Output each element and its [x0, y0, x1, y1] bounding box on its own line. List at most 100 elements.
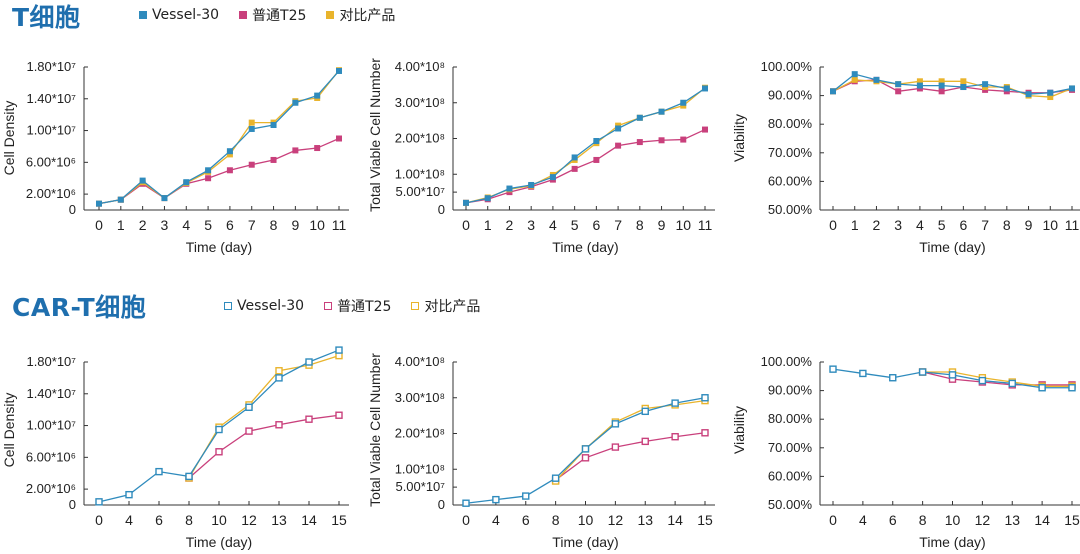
data-point	[873, 76, 880, 83]
data-point	[275, 374, 283, 382]
x-tick-label: 10	[675, 217, 691, 233]
y-tick-label: 1.40*10⁷	[26, 386, 76, 401]
data-point	[978, 376, 987, 385]
data-point	[611, 420, 620, 428]
data-point	[581, 454, 590, 462]
data-point	[185, 472, 193, 481]
data-point	[938, 82, 945, 89]
x-tick-label: 6	[889, 512, 897, 528]
data-point	[1008, 379, 1016, 388]
data-point	[636, 139, 643, 146]
data-point	[305, 415, 313, 423]
x-tick-label: 2	[873, 217, 881, 233]
x-tick-label: 10	[211, 512, 227, 528]
data-point	[671, 399, 679, 407]
y-tick-label: 100.00%	[761, 59, 813, 74]
legend-swatch	[324, 302, 333, 310]
series-line-1	[922, 371, 1072, 386]
data-point	[948, 371, 957, 379]
x-tick-label: 12	[975, 512, 991, 528]
data-point	[851, 76, 858, 83]
y-tick-label: 60.00%	[768, 468, 813, 483]
legend-label: 普通T25	[252, 8, 307, 24]
y-tick-label: 0	[438, 497, 445, 512]
data-point	[593, 138, 600, 145]
y-axis-label: Cell Density	[1, 393, 17, 468]
section-title-car-t-cell: CAR-T细胞	[12, 293, 147, 322]
x-tick-label: 2	[139, 217, 147, 233]
y-tick-label: 80.00%	[768, 116, 813, 131]
data-point	[462, 499, 470, 507]
data-point	[702, 85, 708, 92]
data-point	[270, 156, 277, 163]
data-point	[292, 147, 299, 154]
section-title-t-cell: T细胞	[12, 3, 81, 32]
data-point	[484, 195, 491, 202]
series-line-1	[188, 414, 340, 479]
data-point	[680, 136, 687, 143]
data-point	[658, 137, 665, 144]
data-point	[611, 443, 620, 451]
y-tick-label: 4.00*10⁸	[395, 59, 445, 74]
x-tick-label: 9	[1025, 217, 1033, 233]
y-tick-label: 1.80*10⁷	[26, 354, 76, 369]
y-tick-label: 70.00%	[768, 145, 813, 160]
data-point	[918, 368, 927, 376]
data-point	[641, 407, 649, 416]
x-tick-label: 8	[1003, 217, 1011, 233]
series-line-1	[832, 79, 1073, 94]
data-point	[916, 78, 923, 85]
x-tick-label: 0	[462, 512, 470, 528]
data-point	[551, 474, 560, 482]
x-tick-label: 13	[637, 512, 653, 528]
x-tick-label: 9	[658, 217, 666, 233]
data-point	[275, 367, 283, 375]
data-point	[1069, 85, 1075, 92]
y-tick-label: 0	[438, 202, 445, 217]
x-tick-label: 1	[117, 217, 125, 233]
data-point	[314, 92, 321, 99]
x-tick-label: 5	[571, 217, 579, 233]
data-point	[245, 427, 253, 435]
y-tick-label: 2.00*10⁸	[395, 131, 445, 146]
legend-swatch	[326, 11, 335, 19]
x-tick-label: 4	[916, 217, 924, 233]
y-tick-label: 1.00*10⁷	[26, 123, 76, 138]
data-point	[292, 99, 299, 106]
x-tick-label: 12	[241, 512, 257, 528]
data-point	[859, 369, 867, 378]
x-tick-label: 11	[698, 217, 713, 233]
x-tick-label: 3	[161, 217, 169, 233]
data-point	[982, 81, 989, 88]
legend-label: Vessel-30	[152, 7, 220, 23]
data-point	[895, 88, 902, 95]
data-point	[155, 467, 163, 476]
data-point	[226, 148, 233, 155]
data-point	[125, 490, 133, 499]
x-tick-label: 1	[851, 217, 859, 233]
data-point	[895, 81, 902, 88]
data-point	[636, 114, 643, 121]
data-point	[581, 445, 590, 453]
x-tick-label: 8	[185, 512, 193, 528]
x-tick-label: 7	[614, 217, 622, 233]
series-line-2	[98, 69, 340, 205]
x-tick-label: 5	[204, 217, 212, 233]
y-tick-label: 6.00*10⁶	[26, 449, 76, 464]
x-axis-label: Time (day)	[552, 534, 618, 550]
legend-label: Vessel-30	[237, 298, 305, 314]
x-tick-label: 12	[608, 512, 624, 528]
data-point	[139, 177, 146, 184]
legend-item-t25: 普通T25	[239, 5, 306, 25]
data-point	[701, 429, 709, 437]
legend-item-t25: 普通T25	[324, 296, 391, 316]
x-tick-label: 0	[829, 512, 837, 528]
x-tick-label: 3	[894, 217, 902, 233]
legend-swatch	[139, 11, 147, 19]
data-point	[506, 185, 513, 192]
data-point	[851, 71, 858, 78]
legend-label: 普通T25	[337, 299, 392, 315]
x-tick-label: 4	[125, 512, 133, 528]
x-tick-label: 2	[506, 217, 514, 233]
x-axis-label: Time (day)	[186, 534, 252, 550]
